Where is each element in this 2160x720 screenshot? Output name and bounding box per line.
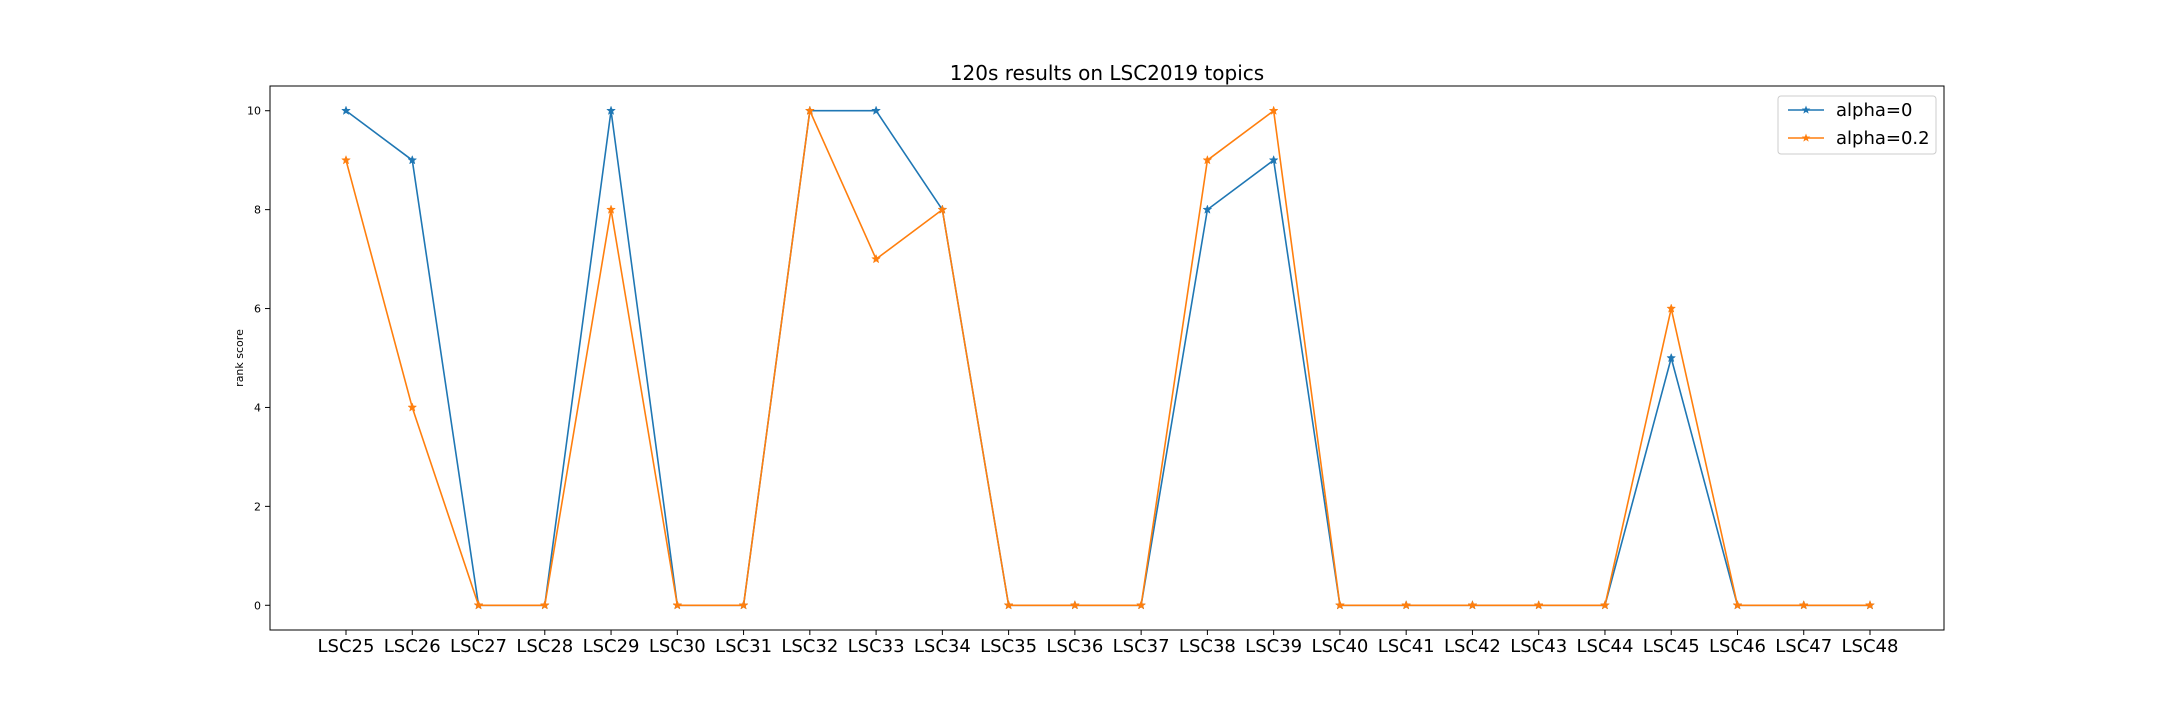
data-point: [1069, 600, 1080, 610]
x-tick-label: LSC36: [1046, 636, 1103, 657]
x-tick-label: LSC28: [516, 636, 573, 657]
x-tick-label: LSC32: [781, 636, 838, 657]
y-axis-label: rank score: [233, 329, 246, 387]
data-point: [1202, 204, 1213, 214]
x-tick-label: LSC45: [1643, 636, 1700, 657]
data-point: [871, 253, 882, 264]
data-point: [1136, 600, 1147, 610]
legend-entry: alpha=0: [1788, 100, 1912, 121]
legend-entry: alpha=0.2: [1788, 128, 1930, 149]
x-tick-label: LSC44: [1576, 636, 1633, 657]
data-point: [937, 204, 948, 214]
x-tick-label: LSC30: [649, 636, 706, 657]
series-layer: [341, 105, 1875, 610]
data-point: [539, 600, 550, 610]
data-point: [1732, 600, 1743, 610]
x-tick-label: LSC38: [1179, 636, 1236, 657]
data-point: [1600, 600, 1610, 610]
x-tick-label: LSC46: [1709, 636, 1766, 657]
x-tick-label: LSC37: [1113, 636, 1170, 657]
x-tick-label: LSC48: [1842, 636, 1899, 657]
series-alpha=0.2: [341, 105, 1875, 610]
x-tick-label: LSC47: [1775, 636, 1832, 657]
x-tick-label: LSC33: [848, 636, 905, 657]
data-point: [407, 402, 418, 412]
data-point: [1003, 600, 1014, 610]
data-point: [1467, 600, 1478, 610]
data-point: [1666, 352, 1677, 363]
x-tick-label: LSC43: [1510, 636, 1567, 657]
data-point: [606, 105, 616, 115]
data-point: [341, 105, 351, 115]
plot-area: [269, 85, 1945, 631]
data-point: [738, 600, 749, 610]
x-tick-label: LSC34: [914, 636, 971, 657]
x-axis: LSC25 LSC26 LSC27 LSC28 LSC29 LSC30 LSC31 LSC32…: [318, 630, 1899, 657]
x-tick-label: LSC41: [1378, 636, 1435, 657]
series-line: [345, 109, 1870, 607]
data-point: [407, 154, 418, 165]
data-point: [1666, 303, 1677, 313]
x-tick-label: LSC25: [318, 636, 375, 657]
legend: alpha=0 alpha=0.2: [1777, 95, 1937, 155]
series-line: [345, 109, 1870, 607]
x-tick-label: LSC31: [715, 636, 772, 657]
data-point: [804, 105, 815, 115]
chart-title: 120s results on LSC2019 topics: [950, 61, 1264, 85]
data-point: [1533, 600, 1544, 610]
x-tick-label: LSC39: [1245, 636, 1302, 657]
data-point: [1865, 600, 1875, 610]
x-tick-label: LSC26: [384, 636, 441, 657]
y-axis: 0 2 4 6 8 10: [247, 105, 270, 612]
y-tick-label: 0: [254, 599, 261, 612]
data-point: [1268, 105, 1279, 115]
data-point: [473, 600, 484, 610]
x-tick-label: LSC29: [583, 636, 640, 657]
y-tick-label: 6: [254, 303, 261, 316]
x-tick-label: LSC27: [450, 636, 507, 657]
series-alpha=0: [341, 105, 1875, 610]
legend-label: alpha=0: [1836, 100, 1912, 121]
y-tick-label: 10: [247, 105, 261, 118]
legend-marker: [1801, 133, 1811, 142]
data-point: [1268, 154, 1279, 165]
legend-label: alpha=0.2: [1836, 128, 1930, 149]
data-point: [606, 204, 616, 214]
data-point: [341, 154, 351, 165]
data-point: [1202, 154, 1213, 165]
y-tick-label: 8: [254, 204, 261, 217]
data-point: [1798, 600, 1809, 610]
y-tick-label: 4: [254, 401, 261, 414]
y-tick-label: 2: [254, 500, 261, 513]
data-point: [1334, 600, 1345, 610]
data-point: [672, 600, 683, 610]
data-point: [1401, 600, 1412, 610]
legend-marker: [1801, 105, 1811, 114]
x-tick-label: LSC35: [980, 636, 1037, 657]
x-tick-label: LSC42: [1444, 636, 1501, 657]
data-point: [871, 105, 882, 115]
x-tick-label: LSC40: [1311, 636, 1368, 657]
